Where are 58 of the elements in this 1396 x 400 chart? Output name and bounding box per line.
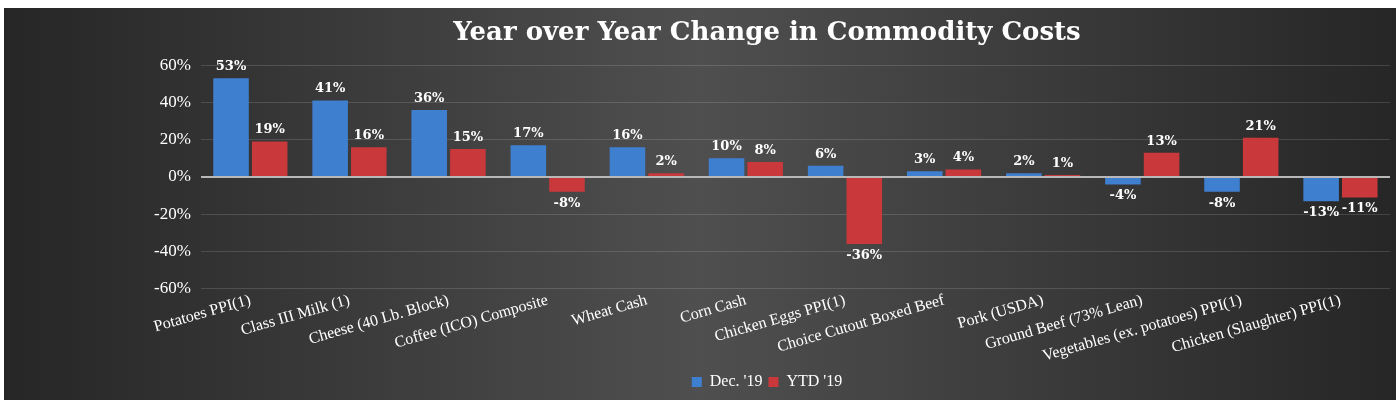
data-label: 41% xyxy=(314,80,347,96)
data-label: 6% xyxy=(814,145,837,161)
data-label: 17% xyxy=(513,125,545,141)
bar xyxy=(1006,173,1042,176)
data-label: 19% xyxy=(254,121,286,137)
data-label: -8% xyxy=(553,194,582,210)
data-label: 2% xyxy=(655,153,678,169)
data-label: 21% xyxy=(1245,117,1277,133)
bar xyxy=(1242,137,1279,176)
bar xyxy=(906,171,943,176)
bar xyxy=(648,173,684,176)
data-label: 1% xyxy=(1051,154,1074,170)
data-label: 2% xyxy=(1013,153,1036,169)
bar xyxy=(549,177,585,192)
data-label: 4% xyxy=(952,149,975,165)
chart-title: Year over Year Change in Commodity Costs xyxy=(452,16,1081,47)
bar xyxy=(708,158,745,176)
data-label: -4% xyxy=(1109,187,1137,203)
bar xyxy=(846,177,883,245)
bar xyxy=(351,147,387,176)
y-tick-label: 0% xyxy=(168,166,191,186)
bar xyxy=(213,78,249,176)
bar xyxy=(945,169,982,176)
bar xyxy=(1204,177,1240,192)
bar xyxy=(1303,177,1339,202)
bar xyxy=(807,165,844,176)
data-label: 10% xyxy=(711,138,743,154)
data-label: -13% xyxy=(1303,204,1340,220)
data-label: 16% xyxy=(353,127,385,143)
data-label: -11% xyxy=(1341,200,1379,216)
bar xyxy=(1143,152,1180,176)
bar xyxy=(1105,177,1141,185)
legend-label: YTD '19 xyxy=(786,372,843,390)
bar xyxy=(747,162,783,176)
y-tick-label: -20% xyxy=(153,203,191,223)
x-tick-label: Wheat Cash xyxy=(569,290,649,329)
bar xyxy=(609,147,646,176)
data-label: -36% xyxy=(846,246,883,262)
legend-label: Dec. '19 xyxy=(709,372,763,390)
data-label: 8% xyxy=(754,141,777,157)
data-label: 53% xyxy=(215,58,247,74)
bar xyxy=(251,141,288,176)
bar xyxy=(411,109,448,176)
data-label: 36% xyxy=(414,89,446,105)
data-label: 15% xyxy=(452,128,484,144)
data-label: 3% xyxy=(914,151,937,167)
bar xyxy=(1342,177,1378,198)
bar xyxy=(450,149,486,176)
y-tick-label: 60% xyxy=(159,54,191,74)
data-label: -8% xyxy=(1208,194,1237,210)
y-tick-label: -60% xyxy=(153,278,191,298)
bar xyxy=(510,145,547,176)
bar xyxy=(312,100,348,176)
y-tick-label: 40% xyxy=(159,91,191,111)
data-label: 13% xyxy=(1146,132,1178,148)
y-tick-label: -40% xyxy=(153,240,191,260)
data-label: 16% xyxy=(612,127,644,143)
y-tick-label: 20% xyxy=(159,129,191,149)
